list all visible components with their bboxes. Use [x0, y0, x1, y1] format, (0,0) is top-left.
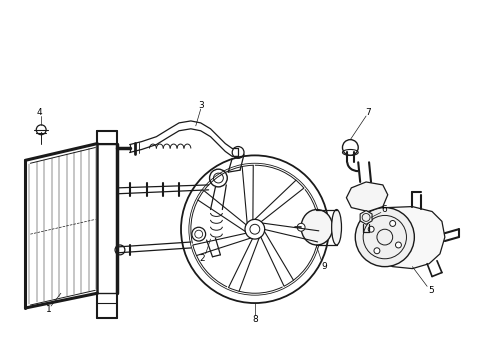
Polygon shape — [346, 182, 388, 212]
Text: 4: 4 — [36, 108, 42, 117]
Circle shape — [395, 242, 401, 248]
Circle shape — [355, 208, 415, 267]
Ellipse shape — [332, 210, 342, 245]
Text: 8: 8 — [252, 315, 258, 324]
Text: 9: 9 — [322, 262, 328, 271]
Circle shape — [390, 221, 395, 226]
Text: 5: 5 — [428, 286, 434, 295]
Text: 1: 1 — [46, 306, 52, 315]
Text: 2: 2 — [200, 254, 205, 263]
Text: 7: 7 — [365, 108, 371, 117]
Circle shape — [374, 248, 380, 254]
Text: 6: 6 — [381, 205, 387, 214]
Polygon shape — [366, 207, 445, 269]
Text: 3: 3 — [198, 101, 203, 110]
Circle shape — [368, 226, 374, 232]
Circle shape — [297, 223, 305, 231]
Polygon shape — [360, 211, 372, 224]
Ellipse shape — [301, 210, 333, 245]
